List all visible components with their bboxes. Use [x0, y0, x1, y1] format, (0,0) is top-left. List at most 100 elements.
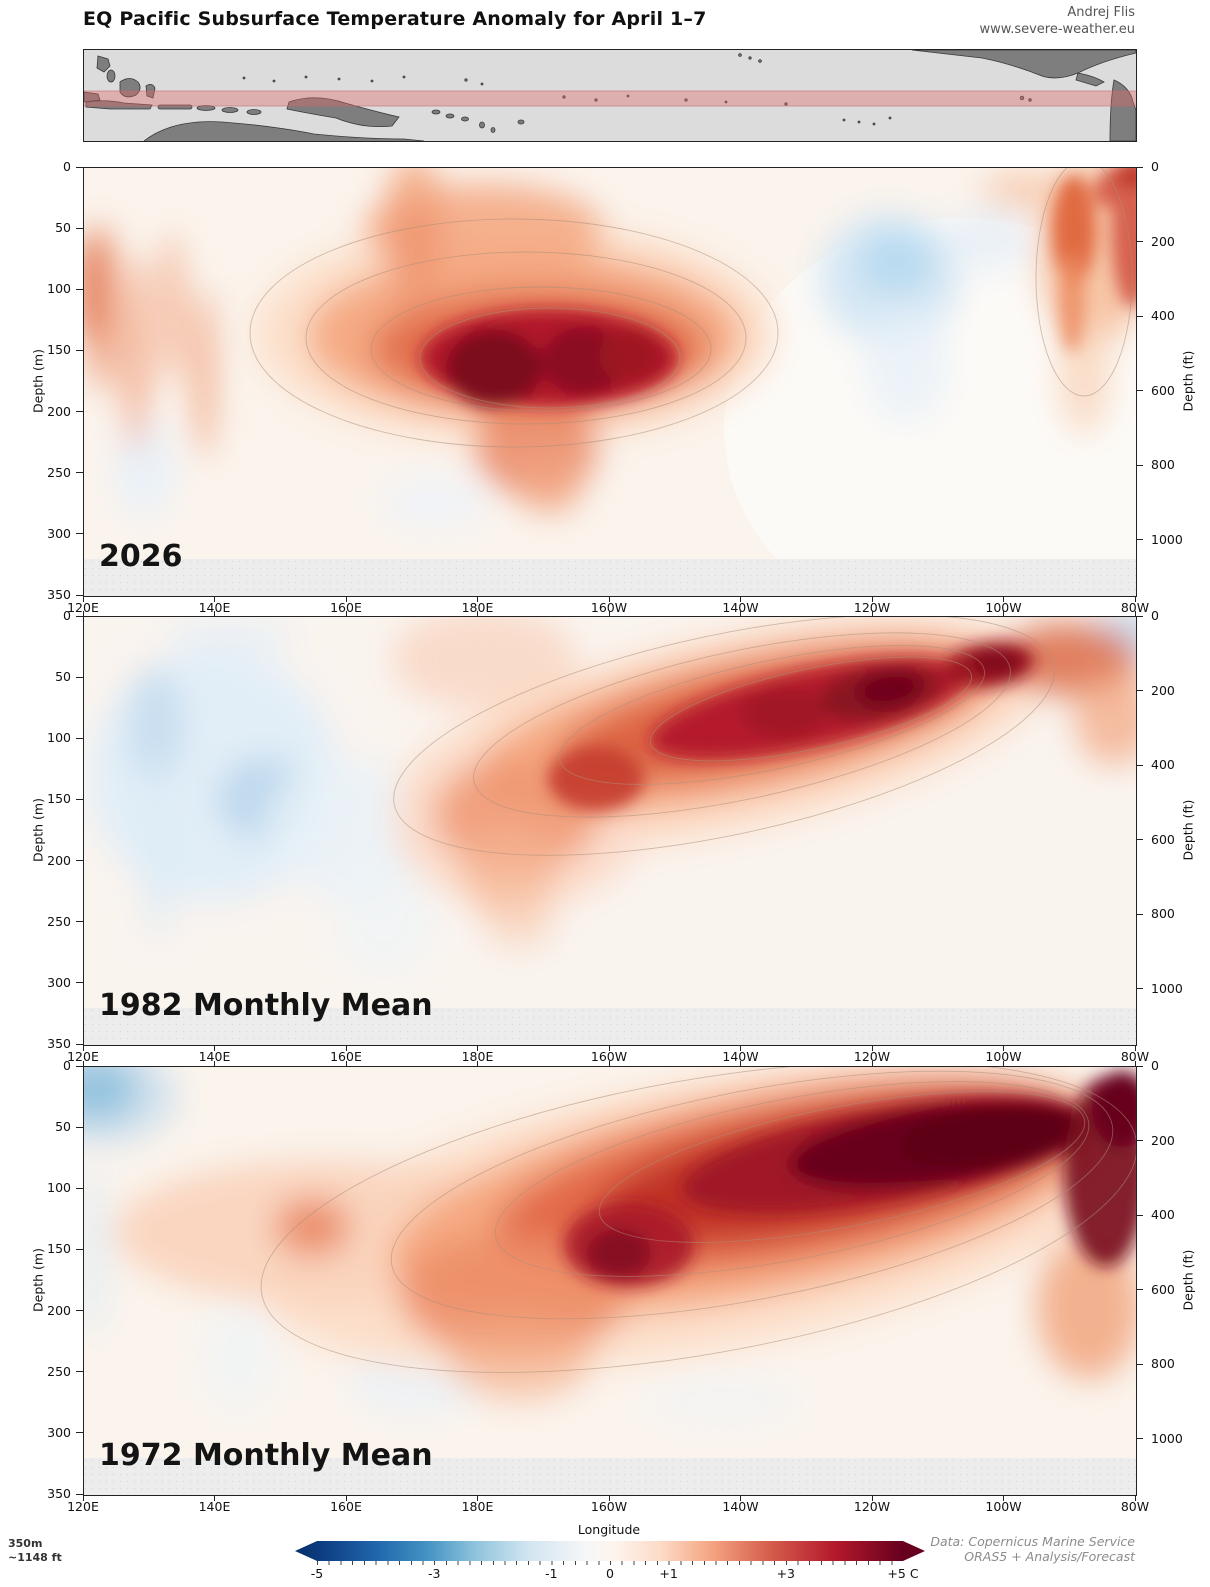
longitude-tick-label: 140W [722, 1499, 759, 1514]
depth-m-tick [76, 1043, 83, 1045]
depth-ft-tick-label: 1000 [1151, 1430, 1183, 1446]
depth-ft-tick-label: 200 [1151, 682, 1175, 698]
longitude-tick [214, 596, 215, 602]
depth-m-tick-label: 350 [47, 1036, 71, 1051]
depth-m-tick [76, 1493, 83, 1495]
depth-ft-axis-title: Depth (ft) [1180, 350, 1196, 412]
longitude-top-tick [1003, 1061, 1004, 1066]
longitude-tick [82, 1045, 84, 1051]
longitude-top-tick [608, 1061, 610, 1066]
depth-ft-tick [1136, 615, 1143, 617]
depth-m-tick-label: 150 [47, 791, 71, 807]
depth-ft-tick [1136, 464, 1143, 466]
longitude-tick [871, 596, 873, 602]
longitude-tick-label: 140W [722, 1049, 759, 1064]
depth-ft-tick-label: 1000 [1151, 980, 1183, 996]
longitude-tick [214, 1495, 215, 1501]
depth-ft-tick-label: 400 [1151, 1207, 1175, 1223]
longitude-tick-label: 120E [67, 600, 99, 615]
author-credit: Andrej Flis www.severe-weather.eu [980, 4, 1136, 38]
longitude-tick [871, 1045, 873, 1051]
depth-ft-axis-title: Depth (ft) [1180, 799, 1196, 861]
contour-lines [260, 1067, 1136, 1373]
depth-ft-tick [1136, 839, 1143, 841]
longitude-top-tick [740, 1061, 741, 1066]
page-title: EQ Pacific Subsurface Temperature Anomal… [83, 8, 707, 30]
depth-m-tick-label: 0 [63, 1058, 71, 1073]
longitude-top-tick [477, 1061, 478, 1066]
depth-ft-tick [1136, 1289, 1143, 1291]
depth-ft-tick-label: 400 [1151, 757, 1175, 773]
pacific-locator-map [83, 49, 1137, 142]
depth-m-tick [76, 737, 83, 739]
depth-range-note: 350m ~1148 ft [8, 1537, 62, 1565]
longitude-tick-label: 120E [67, 1499, 99, 1514]
depth-note-ft: ~1148 ft [8, 1551, 62, 1564]
longitude-tick-label: 180E [461, 600, 494, 615]
depth-m-tick [76, 1126, 83, 1128]
longitude-tick-label: 120E [67, 1049, 99, 1064]
longitude-tick [345, 1045, 347, 1051]
data-source-credit: Data: Copernicus Marine Service ORAS5 + … [930, 1534, 1135, 1564]
depth-m-tick [76, 615, 83, 617]
colorbar-tick-label: +1 [659, 1566, 678, 1581]
depth-ft-tick-label: 200 [1151, 233, 1175, 249]
depth-m-tick-label: 50 [55, 669, 71, 685]
depth-m-tick-label: 200 [47, 852, 71, 868]
depth-m-tick-label: 250 [47, 913, 71, 929]
depth-ft-tick [1136, 1363, 1143, 1365]
depth-m-tick-label: 100 [47, 730, 71, 746]
depth-ft-tick-label: 800 [1151, 906, 1175, 922]
depth-m-tick-label: 0 [63, 159, 71, 174]
depth-m-tick [76, 533, 83, 535]
depth-m-tick [76, 798, 83, 800]
longitude-top-tick [740, 611, 741, 616]
depth-ft-tick [1136, 1140, 1143, 1142]
longitude-tick-label: 160W [590, 1499, 628, 1514]
heatmap-2026 [83, 167, 1137, 597]
longitude-tick [345, 1495, 347, 1501]
author-name: Andrej Flis [1067, 5, 1135, 20]
depth-ft-tick-label: 600 [1151, 1281, 1175, 1297]
longitude-tick [477, 596, 478, 602]
map-landmasses [84, 50, 1136, 141]
depth-ft-tick [1136, 1065, 1143, 1067]
longitude-tick [214, 1045, 215, 1051]
depth-m-tick [76, 288, 83, 290]
depth-ft-tick [1136, 1438, 1143, 1440]
depth-m-tick-label: 150 [47, 1241, 71, 1257]
map-canvas [84, 50, 1136, 141]
longitude-top-tick [214, 1061, 215, 1066]
depth-ft-tick-label: 800 [1151, 1356, 1175, 1372]
heatmap-1972 [83, 1066, 1137, 1496]
longitude-tick-label: 100W [985, 1499, 1022, 1514]
depth-m-tick [76, 1310, 83, 1312]
depth-ft-tick [1136, 166, 1143, 168]
longitude-top-tick [477, 611, 478, 616]
depth-m-tick-label: 150 [47, 342, 71, 358]
longitude-tick-label: 140E [198, 1049, 231, 1064]
depth-m-tick [76, 1248, 83, 1250]
data-source-line2: ORAS5 + Analysis/Forecast [964, 1549, 1135, 1564]
longitude-top-tick [82, 1061, 84, 1066]
longitude-tick-label: 140E [198, 1499, 231, 1514]
depth-m-tick-label: 50 [55, 220, 71, 236]
panel-2026: 2026 Depth (m) Depth (ft) 0 50 100 150 200 25… [31, 159, 1196, 615]
depth-ft-tick-label: 800 [1151, 457, 1175, 473]
longitude-tick [82, 596, 84, 602]
longitude-top-tick [345, 1061, 347, 1066]
longitude-tick [1003, 1045, 1004, 1051]
depth-m-tick [76, 860, 83, 862]
depth-ft-tick-label: 0 [1151, 159, 1159, 174]
author-website: www.severe-weather.eu [979, 22, 1136, 37]
longitude-tick-label: 120W [853, 1049, 891, 1064]
depth-m-tick [76, 349, 83, 351]
depth-ft-tick [1136, 241, 1143, 243]
colorbar-tick-labels: -5 -3 -1 0 +1 +3 +5 C [311, 1566, 919, 1582]
longitude-tick-label: 160E [330, 600, 362, 615]
longitude-tick-label: 80W [1120, 1499, 1150, 1514]
depth-m-tick-label: 250 [47, 1363, 71, 1379]
depth-m-tick-label: 350 [47, 587, 71, 602]
panel-label-2026: 2026 [99, 539, 183, 574]
